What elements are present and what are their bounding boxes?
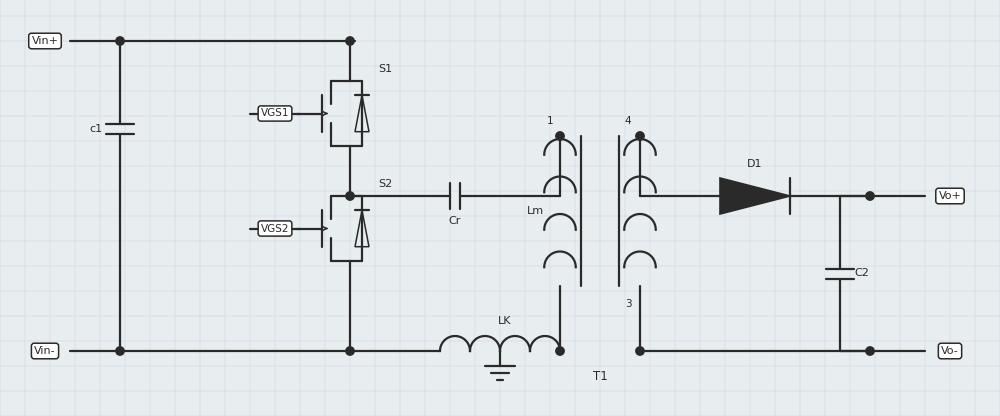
Circle shape [346, 347, 354, 355]
Text: 1: 1 [547, 116, 553, 126]
Circle shape [866, 192, 874, 200]
Text: Lm: Lm [526, 206, 544, 216]
Text: VGS1: VGS1 [261, 109, 289, 119]
Text: Vin+: Vin+ [32, 36, 59, 46]
Circle shape [116, 37, 124, 45]
Circle shape [556, 132, 564, 140]
Text: Vo-: Vo- [941, 346, 959, 356]
Circle shape [116, 347, 124, 355]
Circle shape [556, 347, 564, 355]
Text: LK: LK [498, 316, 512, 326]
Text: T1: T1 [593, 369, 607, 382]
Text: D1: D1 [747, 159, 763, 169]
Circle shape [636, 132, 644, 140]
Circle shape [636, 347, 644, 355]
Circle shape [346, 192, 354, 200]
Circle shape [346, 37, 354, 45]
Text: c1: c1 [89, 124, 102, 134]
Polygon shape [720, 178, 790, 214]
Text: Vo+: Vo+ [939, 191, 961, 201]
Text: S1: S1 [378, 64, 392, 74]
Text: 3: 3 [625, 299, 631, 309]
Text: C2: C2 [855, 268, 869, 278]
Circle shape [866, 347, 874, 355]
Text: Cr: Cr [449, 216, 461, 226]
Text: 4: 4 [625, 116, 631, 126]
Text: VGS2: VGS2 [261, 223, 289, 233]
Text: S2: S2 [378, 179, 392, 189]
Text: Vin-: Vin- [34, 346, 56, 356]
